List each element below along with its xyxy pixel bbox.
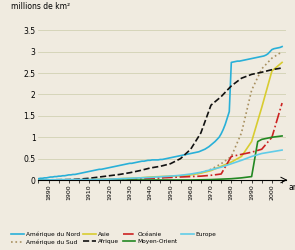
Text: années: années [289, 183, 295, 192]
Legend: Amérique du Nord, Amérique du Sud, Asie, Afrique, Océanie, Moyen-Orient, Europe: Amérique du Nord, Amérique du Sud, Asie,… [9, 229, 219, 247]
Text: millions de km²: millions de km² [11, 2, 70, 11]
